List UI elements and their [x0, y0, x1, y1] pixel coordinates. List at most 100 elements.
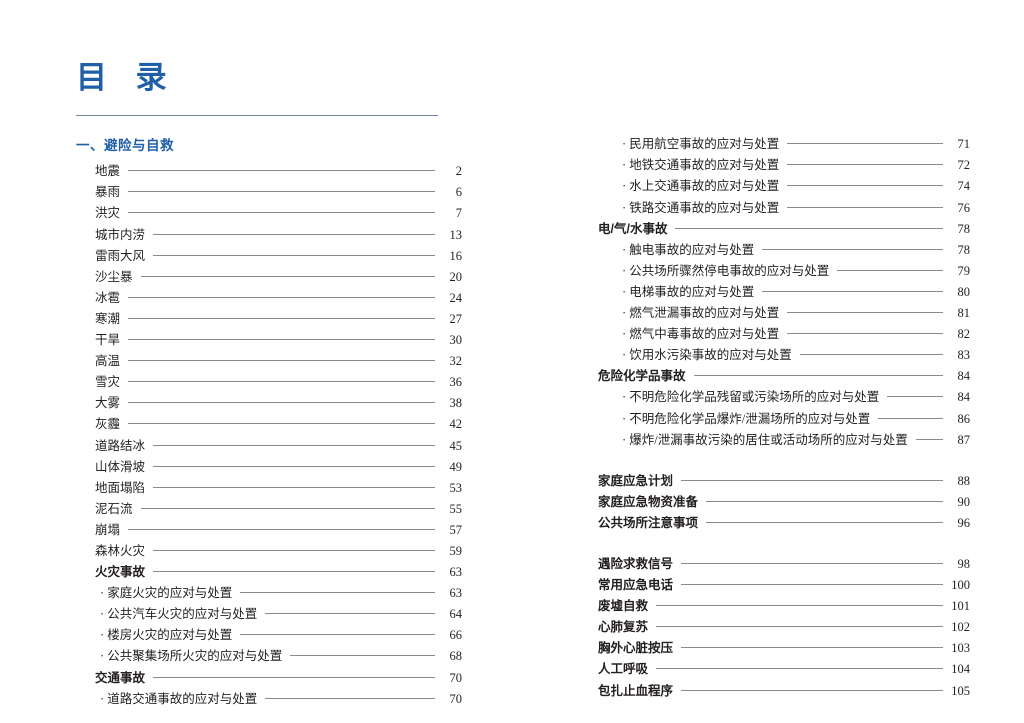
toc-entry[interactable]: 大雾 38: [76, 393, 462, 414]
toc-entry[interactable]: 洪灾 7: [76, 203, 462, 224]
toc-entry[interactable]: · 道路交通事故的应对与处置 70: [76, 688, 462, 709]
toc-entry-page-number: 53: [449, 480, 463, 495]
toc-entry-label: · 楼房火灾的应对与处置: [100, 628, 233, 643]
toc-entry-label: · 公共聚集场所火灾的应对与处置: [100, 649, 283, 664]
toc-entry[interactable]: 雪灾 36: [76, 372, 462, 393]
toc-leader-line: [153, 444, 435, 446]
toc-entry[interactable]: 电/气/水事故 78: [598, 218, 970, 239]
toc-entry[interactable]: 崩塌 57: [76, 520, 462, 541]
toc-entry[interactable]: 心肺复苏 102: [598, 617, 970, 638]
toc-entry-page-number: 45: [449, 438, 463, 453]
toc-entry-label: 公共场所注意事项: [598, 515, 699, 530]
toc-entry[interactable]: 森林火灾 59: [76, 541, 462, 562]
toc-entry-page-number: 42: [449, 417, 463, 432]
toc-entry-page-number: 27: [449, 311, 463, 326]
toc-entry[interactable]: 暴雨 6: [76, 182, 462, 203]
toc-entry-label: 火灾事故: [95, 565, 146, 580]
toc-entry[interactable]: · 公共聚集场所火灾的应对与处置 68: [76, 646, 462, 667]
toc-leader-line: [681, 479, 943, 481]
toc-entry[interactable]: 胸外心脏按压 103: [598, 638, 970, 659]
toc-entry-page-number: 59: [449, 543, 463, 558]
toc-entry[interactable]: 地震 2: [76, 161, 462, 182]
toc-entry[interactable]: · 燃气泄漏事故的应对与处置 81: [598, 303, 970, 324]
toc-entry-label: 雪灾: [95, 375, 121, 390]
toc-entry[interactable]: 地面塌陷 53: [76, 477, 462, 498]
toc-entry-page-number: 96: [957, 515, 971, 530]
toc-entry[interactable]: · 楼房火灾的应对与处置 66: [76, 625, 462, 646]
toc-entry-page-number: 63: [449, 565, 463, 580]
toc-entry[interactable]: 高温 32: [76, 351, 462, 372]
toc-entry[interactable]: · 不明危险化学品爆炸/泄漏场所的应对与处置 86: [598, 408, 970, 429]
toc-entry[interactable]: 寒潮 27: [76, 309, 462, 330]
toc-entry-label: 废墟自救: [598, 599, 649, 614]
toc-entry[interactable]: 冰雹 24: [76, 288, 462, 309]
toc-entry[interactable]: 包扎止血程序 105: [598, 680, 970, 701]
toc-entry[interactable]: 危险化学品事故 84: [598, 366, 970, 387]
toc-leader-line: [153, 549, 435, 551]
toc-entry-label: 电/气/水事故: [598, 221, 668, 236]
toc-entry[interactable]: · 饮用水污染事故的应对与处置 83: [598, 345, 970, 366]
toc-leader-line: [681, 562, 943, 564]
toc-leader-line: [128, 360, 435, 362]
toc-entry[interactable]: · 铁路交通事故的应对与处置 76: [598, 197, 970, 218]
toc-entry[interactable]: 交通事故 70: [76, 667, 462, 688]
toc-entry[interactable]: 火灾事故 63: [76, 562, 462, 583]
toc-leader-line: [153, 676, 435, 678]
toc-entry-page-number: 70: [449, 670, 463, 685]
toc-entry-label: 森林火灾: [95, 543, 146, 558]
page-title: 目 录: [76, 60, 177, 95]
toc-entry[interactable]: 道路结冰 45: [76, 435, 462, 456]
toc-entry[interactable]: · 爆炸/泄漏事故污染的居住或活动场所的应对与处置 87: [598, 429, 970, 450]
toc-entry[interactable]: 城市内涝 13: [76, 224, 462, 245]
toc-entry-list-right: · 民用航空事故的应对与处置 71 · 地铁交通事故的应对与处置 72 · 水上交通事故…: [598, 134, 970, 450]
toc-entry[interactable]: 公共场所注意事项 96: [598, 513, 970, 534]
toc-leader-line: [837, 269, 943, 271]
toc-entry[interactable]: 干旱 30: [76, 330, 462, 351]
toc-leader-line: [693, 375, 943, 377]
toc-entry-label: 大雾: [95, 396, 121, 411]
toc-entry-page-number: 64: [449, 607, 463, 622]
toc-entry[interactable]: · 电梯事故的应对与处置 80: [598, 282, 970, 303]
toc-entry-page-number: 74: [957, 179, 971, 194]
toc-leader-line: [656, 668, 943, 670]
toc-entry[interactable]: 家庭应急物资准备 90: [598, 492, 970, 513]
toc-entry-label: 遇险求救信号: [598, 556, 674, 571]
toc-entry[interactable]: 废墟自救 101: [598, 596, 970, 617]
toc-entry[interactable]: · 公共汽车火灾的应对与处置 64: [76, 604, 462, 625]
toc-entry[interactable]: · 公共场所骤然停电事故的应对与处置 79: [598, 261, 970, 282]
toc-leader-line: [128, 339, 435, 341]
toc-entry[interactable]: · 水上交通事故的应对与处置 74: [598, 176, 970, 197]
toc-entry[interactable]: 沙尘暴 20: [76, 266, 462, 287]
toc-entry-page-number: 72: [957, 158, 971, 173]
toc-entry[interactable]: 灰霾 42: [76, 414, 462, 435]
toc-entry[interactable]: · 燃气中毒事故的应对与处置 82: [598, 324, 970, 345]
toc-entry[interactable]: 人工呼吸 104: [598, 659, 970, 680]
toc-entry-label: 高温: [95, 354, 121, 369]
toc-entry[interactable]: 泥石流 55: [76, 499, 462, 520]
toc-entry[interactable]: 雷雨大风 16: [76, 245, 462, 266]
toc-entry[interactable]: · 家庭火灾的应对与处置 63: [76, 583, 462, 604]
toc-entry-label: · 公共汽车火灾的应对与处置: [100, 607, 258, 622]
toc-entry[interactable]: 常用应急电话 100: [598, 575, 970, 596]
toc-leader-line: [706, 521, 943, 523]
toc-entry[interactable]: · 不明危险化学品残留或污染场所的应对与处置 84: [598, 387, 970, 408]
toc-leader-line: [153, 486, 435, 488]
toc-entry[interactable]: · 民用航空事故的应对与处置 71: [598, 134, 970, 155]
toc-entry-label: 山体滑坡: [95, 459, 146, 474]
toc-entry-page-number: 83: [957, 348, 971, 363]
toc-entry[interactable]: 遇险求救信号 98: [598, 554, 970, 575]
toc-entry[interactable]: 山体滑坡 49: [76, 456, 462, 477]
toc-entry-label: 家庭应急物资准备: [598, 494, 699, 509]
toc-entry-page-number: 38: [449, 396, 463, 411]
toc-entry-label: 崩塌: [95, 522, 121, 537]
toc-entry-label: 人工呼吸: [598, 662, 649, 677]
toc-leader-line: [240, 634, 435, 636]
toc-entry-page-number: 98: [957, 556, 971, 571]
toc-entry[interactable]: · 触电事故的应对与处置 78: [598, 239, 970, 260]
toc-entry[interactable]: · 地铁交通事故的应对与处置 72: [598, 155, 970, 176]
toc-entry-page-number: 57: [449, 522, 463, 537]
toc-entry[interactable]: 家庭应急计划 88: [598, 470, 970, 491]
toc-leader-line: [153, 571, 435, 573]
toc-entry-page-number: 103: [951, 641, 970, 656]
toc-entry-page-number: 24: [449, 290, 463, 305]
